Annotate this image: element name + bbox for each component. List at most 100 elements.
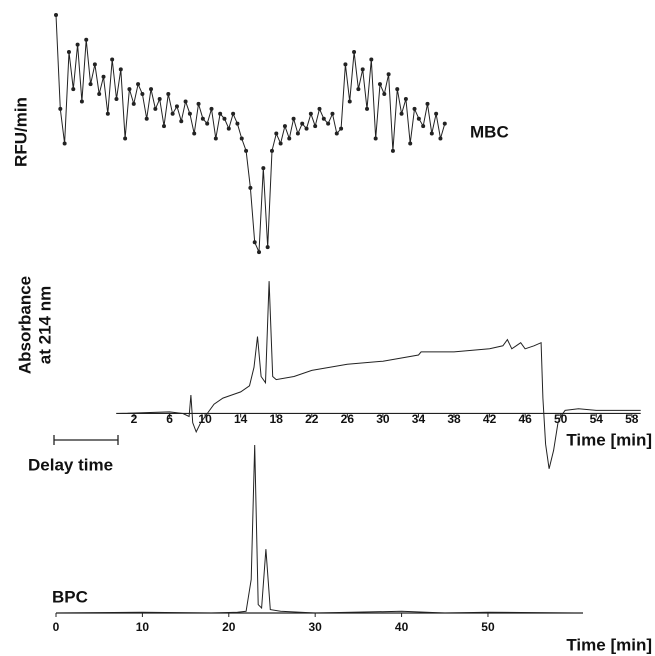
- point: [313, 124, 318, 129]
- point: [334, 131, 339, 136]
- point: [118, 67, 123, 72]
- point: [373, 136, 378, 141]
- point: [438, 136, 443, 141]
- trace: [55, 444, 575, 614]
- point: [58, 106, 63, 111]
- point: [79, 99, 84, 104]
- x-tick-label: 30: [376, 412, 390, 426]
- point: [308, 111, 313, 116]
- point: [269, 148, 274, 153]
- point: [54, 13, 58, 17]
- point: [278, 141, 283, 146]
- point: [105, 111, 110, 116]
- point: [442, 121, 447, 126]
- point: [192, 131, 197, 136]
- point: [352, 50, 357, 55]
- x-tick-label: 40: [395, 620, 409, 634]
- point: [356, 87, 361, 92]
- point: [291, 116, 296, 121]
- y-label: Absorbance: [15, 276, 34, 374]
- point: [287, 136, 292, 141]
- point: [75, 42, 80, 47]
- point: [170, 111, 175, 116]
- point: [252, 240, 257, 245]
- x-tick-label: 58: [625, 412, 639, 426]
- x-tick-label: 14: [234, 412, 248, 426]
- point: [403, 96, 408, 101]
- x-tick-label: 50: [481, 620, 495, 634]
- point: [183, 99, 188, 104]
- point: [421, 124, 426, 129]
- mbc-label: MBC: [470, 122, 509, 141]
- point: [434, 111, 439, 116]
- point: [127, 87, 132, 92]
- point: [248, 185, 253, 190]
- x-tick-label: 2: [131, 412, 138, 426]
- point: [213, 136, 218, 141]
- point: [209, 106, 214, 111]
- delay-bracket: [53, 435, 119, 445]
- point: [274, 131, 279, 136]
- point: [97, 92, 102, 97]
- point: [326, 121, 331, 126]
- point: [218, 111, 223, 116]
- x-tick-label: 22: [305, 412, 319, 426]
- point: [408, 141, 413, 146]
- point: [144, 116, 149, 121]
- point: [261, 166, 266, 171]
- point: [239, 136, 244, 141]
- point: [386, 72, 391, 77]
- point: [300, 121, 305, 126]
- annotation: Delay time: [28, 455, 113, 474]
- point: [295, 131, 300, 136]
- x-tick-label: 46: [518, 412, 532, 426]
- point: [304, 126, 309, 131]
- point: [166, 92, 171, 97]
- point: [265, 245, 270, 250]
- point: [114, 96, 119, 101]
- point: [205, 121, 210, 126]
- point: [110, 57, 115, 62]
- x-tick-label: 10: [198, 412, 212, 426]
- point: [200, 116, 205, 121]
- point: [425, 101, 430, 106]
- x-tick-label: 20: [222, 620, 236, 634]
- point: [321, 116, 326, 121]
- point: [282, 124, 287, 129]
- x-tick-label: 18: [270, 412, 284, 426]
- point: [62, 141, 67, 146]
- point: [429, 131, 434, 136]
- point: [365, 106, 370, 111]
- x-tick-label: 50: [554, 412, 568, 426]
- point: [123, 136, 128, 141]
- x-tick-label: 6: [166, 412, 173, 426]
- x-tick-label: 38: [447, 412, 461, 426]
- point: [231, 111, 236, 116]
- point: [153, 106, 158, 111]
- point: [101, 74, 106, 79]
- point: [179, 119, 184, 124]
- point: [131, 101, 136, 106]
- point: [360, 67, 365, 72]
- x-tick-label: 34: [412, 412, 426, 426]
- point: [140, 92, 145, 97]
- point: [244, 148, 249, 153]
- point: [174, 104, 179, 109]
- point: [226, 126, 231, 131]
- point: [369, 57, 374, 62]
- point: [187, 111, 192, 116]
- x-tick-label: 54: [590, 412, 604, 426]
- point: [257, 250, 262, 255]
- x-tick-label: 42: [483, 412, 497, 426]
- point: [412, 106, 417, 111]
- point: [222, 116, 227, 121]
- point: [71, 87, 76, 92]
- x-tick-label: 10: [136, 620, 150, 634]
- point: [339, 126, 344, 131]
- point: [136, 82, 141, 87]
- point: [347, 99, 352, 104]
- point: [377, 82, 382, 87]
- x-label: Time [min]: [566, 635, 652, 654]
- point: [382, 92, 387, 97]
